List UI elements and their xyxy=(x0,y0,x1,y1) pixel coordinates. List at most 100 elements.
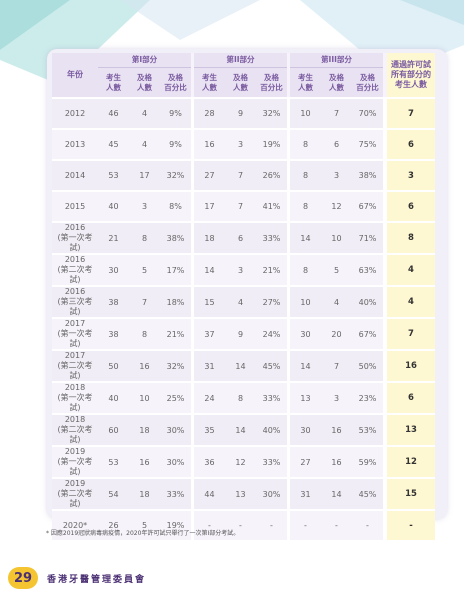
year-header: 年份 xyxy=(52,53,98,98)
table-row: 2018 (第二次考試) 60 18 30% 35 14 40% 30 16 53% 13 xyxy=(52,413,435,446)
p3-subheader-1: 考生 人數 xyxy=(290,67,321,98)
p3-value-cell: 12 xyxy=(321,190,352,222)
table-row: 2017 (第二次考試) 50 16 32% 31 14 45% 14 7 50% 16 xyxy=(52,349,435,382)
p2-subheader-2: 及格 人數 xyxy=(225,67,256,98)
header-row-groups: 年份 第I部分 第II部分 第III部分 通過許可試 所有部分的 考生人數 xyxy=(52,53,435,98)
p1-value-cell: 9% xyxy=(160,128,191,160)
p3-value-cell: 23% xyxy=(352,381,383,414)
p3-value-cell: 59% xyxy=(352,445,383,478)
table-row: 2014 53 17 32% 27 7 26% 8 3 38% 3 xyxy=(52,159,435,191)
p1-value-cell: 19% xyxy=(160,509,191,540)
p1-value-cell: 60 xyxy=(98,413,129,446)
p2-value-cell: 45% xyxy=(256,349,287,382)
p1-value-cell: 53 xyxy=(98,445,129,478)
table-row: 2015 40 3 8% 17 7 41% 8 12 67% 6 xyxy=(52,190,435,222)
p1-value-cell: 5 xyxy=(129,253,160,286)
p3-value-cell: 8 xyxy=(290,190,321,222)
p1-value-cell: 46 xyxy=(98,97,129,129)
p2-value-cell: 3 xyxy=(225,128,256,160)
table-row: 2019 (第一次考試) 53 16 30% 36 12 33% 27 16 59% 12 xyxy=(52,445,435,478)
organization-name: 香港牙醫管理委員會 xyxy=(47,575,147,585)
total-passed-cell: 13 xyxy=(387,413,435,446)
part2-header: 第II部分 xyxy=(194,53,287,68)
p3-subheader-3: 及格 百分比 xyxy=(352,67,383,98)
table-row: 2012 46 4 9% 28 9 32% 10 7 70% 7 xyxy=(52,97,435,129)
p2-value-cell: 14 xyxy=(225,349,256,382)
footnote: * 因應2019冠狀病毒病疫情，2020年許可試只舉行了一次第I部分考試。 xyxy=(46,530,240,537)
year-cell: 2016 (第二次考試) xyxy=(52,253,98,286)
p2-value-cell: 40% xyxy=(256,413,287,446)
p1-value-cell: 40 xyxy=(98,381,129,414)
p1-value-cell: 18% xyxy=(160,285,191,318)
p3-value-cell: 45% xyxy=(352,477,383,510)
p3-value-cell: 16 xyxy=(321,413,352,446)
p2-value-cell: 24 xyxy=(194,381,225,414)
table-row: 2016 (第三次考試) 38 7 18% 15 4 27% 10 4 40% 4 xyxy=(52,285,435,318)
total-passed-cell: 6 xyxy=(387,381,435,414)
total-passed-cell: 16 xyxy=(387,349,435,382)
total-passed-cell: 12 xyxy=(387,445,435,478)
p3-value-cell: 16 xyxy=(321,445,352,478)
p2-value-cell: 33% xyxy=(256,381,287,414)
year-cell: 2018 (第一次考試) xyxy=(52,381,98,414)
p2-value-cell: 27% xyxy=(256,285,287,318)
p3-value-cell: 10 xyxy=(290,285,321,318)
p1-value-cell: 21% xyxy=(160,317,191,350)
p3-value-cell: 5 xyxy=(321,253,352,286)
p2-value-cell: 14 xyxy=(194,253,225,286)
part1-header: 第I部分 xyxy=(98,53,191,68)
p3-value-cell: 10 xyxy=(321,221,352,254)
p2-value-cell: 41% xyxy=(256,190,287,222)
p2-value-cell: 13 xyxy=(225,477,256,510)
year-cell: 2013 xyxy=(52,128,98,160)
p1-value-cell: 26 xyxy=(98,509,129,540)
p1-value-cell: 17 xyxy=(129,159,160,191)
table-row: 2018 (第一次考試) 40 10 25% 24 8 33% 13 3 23% 6 xyxy=(52,381,435,414)
p3-value-cell: - xyxy=(352,509,383,540)
p2-value-cell: 4 xyxy=(225,285,256,318)
p3-value-cell: 8 xyxy=(290,253,321,286)
part3-header: 第III部分 xyxy=(290,53,383,68)
p2-value-cell: 18 xyxy=(194,221,225,254)
table-row: 2013 45 4 9% 16 3 19% 8 6 75% 6 xyxy=(52,128,435,160)
p3-value-cell: 67% xyxy=(352,190,383,222)
p3-value-cell: 38% xyxy=(352,159,383,191)
p3-value-cell: 14 xyxy=(290,221,321,254)
p2-value-cell: 28 xyxy=(194,97,225,129)
total-passed-cell: 4 xyxy=(387,285,435,318)
p2-value-cell: 6 xyxy=(225,221,256,254)
p1-value-cell: 18 xyxy=(129,413,160,446)
p2-value-cell: 36 xyxy=(194,445,225,478)
exam-results-table: 年份 第I部分 第II部分 第III部分 通過許可試 所有部分的 考生人數 考生 人數… xyxy=(52,53,435,540)
total-passed-cell: 6 xyxy=(387,128,435,160)
p1-value-cell: 33% xyxy=(160,477,191,510)
p1-subheader-2: 及格 人數 xyxy=(129,67,160,98)
p3-value-cell: 40% xyxy=(352,285,383,318)
p3-value-cell: 3 xyxy=(321,159,352,191)
p2-value-cell: 16 xyxy=(194,128,225,160)
p1-value-cell: 30% xyxy=(160,445,191,478)
p3-value-cell: 67% xyxy=(352,317,383,350)
p1-subheader-1: 考生 人數 xyxy=(98,67,129,98)
p2-value-cell: 31 xyxy=(194,349,225,382)
p2-value-cell: 9 xyxy=(225,317,256,350)
total-passed-cell: 8 xyxy=(387,221,435,254)
p1-value-cell: 16 xyxy=(129,349,160,382)
table-row: 2016 (第一次考試) 21 8 38% 18 6 33% 14 10 71% 8 xyxy=(52,221,435,254)
p2-value-cell: 24% xyxy=(256,317,287,350)
p3-value-cell: 27 xyxy=(290,445,321,478)
p2-subheader-1: 考生 人數 xyxy=(194,67,225,98)
year-cell: 2018 (第二次考試) xyxy=(52,413,98,446)
p1-value-cell: 8 xyxy=(129,317,160,350)
year-cell: 2017 (第二次考試) xyxy=(52,349,98,382)
p1-value-cell: 3 xyxy=(129,190,160,222)
p3-value-cell: - xyxy=(290,509,321,540)
p2-value-cell: - xyxy=(256,509,287,540)
p2-value-cell: 33% xyxy=(256,445,287,478)
p2-value-cell: 12 xyxy=(225,445,256,478)
table-row: 2016 (第二次考試) 30 5 17% 14 3 21% 8 5 63% 4 xyxy=(52,253,435,286)
p2-value-cell: 37 xyxy=(194,317,225,350)
p1-value-cell: 38% xyxy=(160,221,191,254)
p1-value-cell: 25% xyxy=(160,381,191,414)
p3-value-cell: - xyxy=(321,509,352,540)
